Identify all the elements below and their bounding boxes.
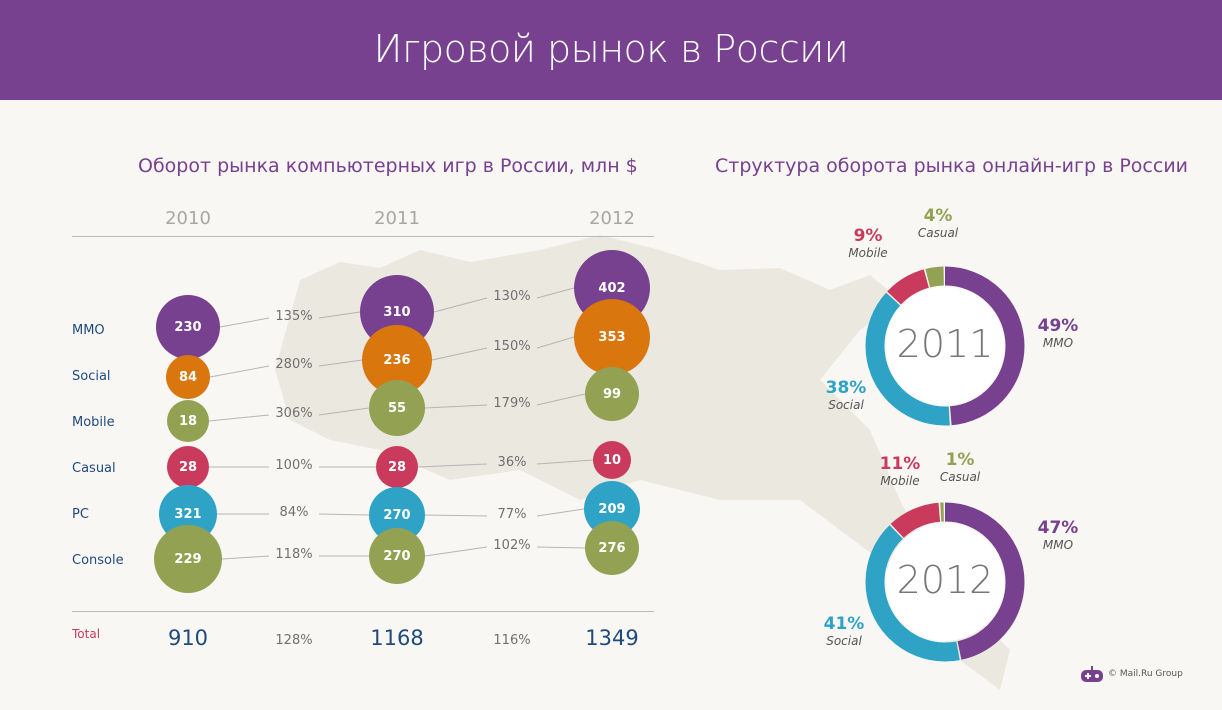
total-value: 1349 (585, 626, 639, 650)
bubble-casual: 28 (376, 446, 418, 488)
growth-label: 36% (497, 455, 527, 470)
growth-label: 150% (493, 339, 531, 354)
connector-line (208, 414, 270, 422)
slice-social (865, 266, 1025, 426)
slice-percent: 49% (1037, 316, 1079, 336)
slice-percent: 9% (853, 226, 883, 246)
page-title: Игровой рынок в России (0, 0, 1222, 100)
slice-percent: 38% (825, 378, 867, 398)
slice-percent: 41% (823, 614, 865, 634)
category-label: MMO (72, 323, 105, 338)
connector-line (433, 297, 488, 313)
bubble-mobile: 99 (585, 367, 639, 421)
bubble-casual: 28 (167, 446, 209, 488)
connector-line (536, 336, 575, 349)
year-label: 2012 (589, 208, 635, 229)
slice-name: MMO (1042, 538, 1074, 552)
gamepad-icon (1081, 666, 1103, 682)
donut-year: 2012 (896, 558, 994, 602)
copyright: © Mail.Ru Group (1108, 669, 1183, 679)
growth-label: 179% (493, 396, 531, 411)
connector-line (536, 287, 575, 299)
total-label: Total (72, 627, 101, 641)
slice-name: MMO (1042, 336, 1074, 350)
year-label: 2010 (165, 208, 211, 229)
connector-line (536, 508, 585, 517)
category-label: Social (72, 369, 111, 384)
connector-line (424, 514, 488, 517)
bottom-divider (72, 611, 654, 612)
connector-line (318, 359, 363, 367)
slice-name: Social (826, 634, 862, 648)
connector-line (424, 404, 488, 409)
category-label: Mobile (72, 415, 115, 430)
connector-line (318, 513, 370, 516)
connector-line (318, 407, 370, 416)
category-label: PC (72, 507, 89, 522)
bubble-console: 229 (154, 525, 222, 593)
bubble-chart-title: Оборот рынка компьютерных игр в России, … (138, 155, 638, 177)
connector-line (536, 393, 586, 406)
slice-percent: 4% (923, 206, 953, 226)
growth-label: 118% (275, 547, 313, 562)
growth-label: 280% (275, 357, 313, 372)
slice-name: Mobile (880, 474, 920, 488)
growth-label: 84% (279, 505, 309, 520)
growth-label: 135% (275, 309, 313, 324)
donut-center (886, 523, 1004, 641)
total-value: 910 (167, 626, 209, 650)
bubble-casual: 10 (593, 441, 631, 479)
bubble-mmo: 230 (156, 295, 220, 359)
footer: © Mail.Ru Group (1080, 664, 1183, 684)
bubble-social: 84 (166, 355, 210, 399)
growth-label: 102% (493, 538, 531, 553)
bubble-mobile: 55 (369, 380, 425, 436)
connector-line (209, 365, 270, 378)
bubble-console: 276 (585, 521, 639, 575)
bubble-console: 270 (369, 528, 425, 584)
growth-label: 77% (497, 507, 527, 522)
slice-mmo (865, 502, 1025, 662)
donut-chart-title: Структура оборота рынка онлайн-игр в Рос… (715, 155, 1189, 177)
slice-name: Casual (939, 470, 981, 484)
connector-line (417, 463, 488, 468)
slice-percent: 11% (879, 454, 921, 474)
donut-chart-2011 (865, 266, 1025, 426)
category-label: Casual (72, 461, 116, 476)
bubble-social: 353 (574, 299, 650, 375)
connector-line (536, 546, 586, 549)
slice-name: Casual (917, 226, 959, 240)
growth-label: 130% (493, 289, 531, 304)
slice-social (865, 502, 1025, 662)
connector-line (431, 347, 488, 361)
slice-percent: 1% (945, 450, 975, 470)
slice-mmo (865, 266, 1025, 426)
top-divider (72, 236, 654, 237)
total-growth: 116% (493, 633, 531, 648)
growth-label: 100% (275, 458, 313, 473)
total-value: 1168 (370, 626, 424, 650)
connector-line (221, 555, 270, 560)
connector-line (219, 317, 270, 328)
year-label: 2011 (374, 208, 420, 229)
donut-year: 2011 (896, 322, 994, 366)
connector-line (536, 459, 594, 465)
slice-name: Mobile (848, 246, 888, 260)
slice-percent: 47% (1037, 518, 1079, 538)
connector-line (424, 546, 488, 557)
bubble-mobile: 18 (167, 400, 209, 442)
donut-center (886, 287, 1004, 405)
total-growth: 128% (275, 633, 313, 648)
category-label: Console (72, 553, 124, 568)
growth-label: 306% (275, 406, 313, 421)
connector-line (318, 311, 361, 319)
slice-name: Social (828, 398, 864, 412)
donut-chart-2012 (865, 502, 1025, 662)
